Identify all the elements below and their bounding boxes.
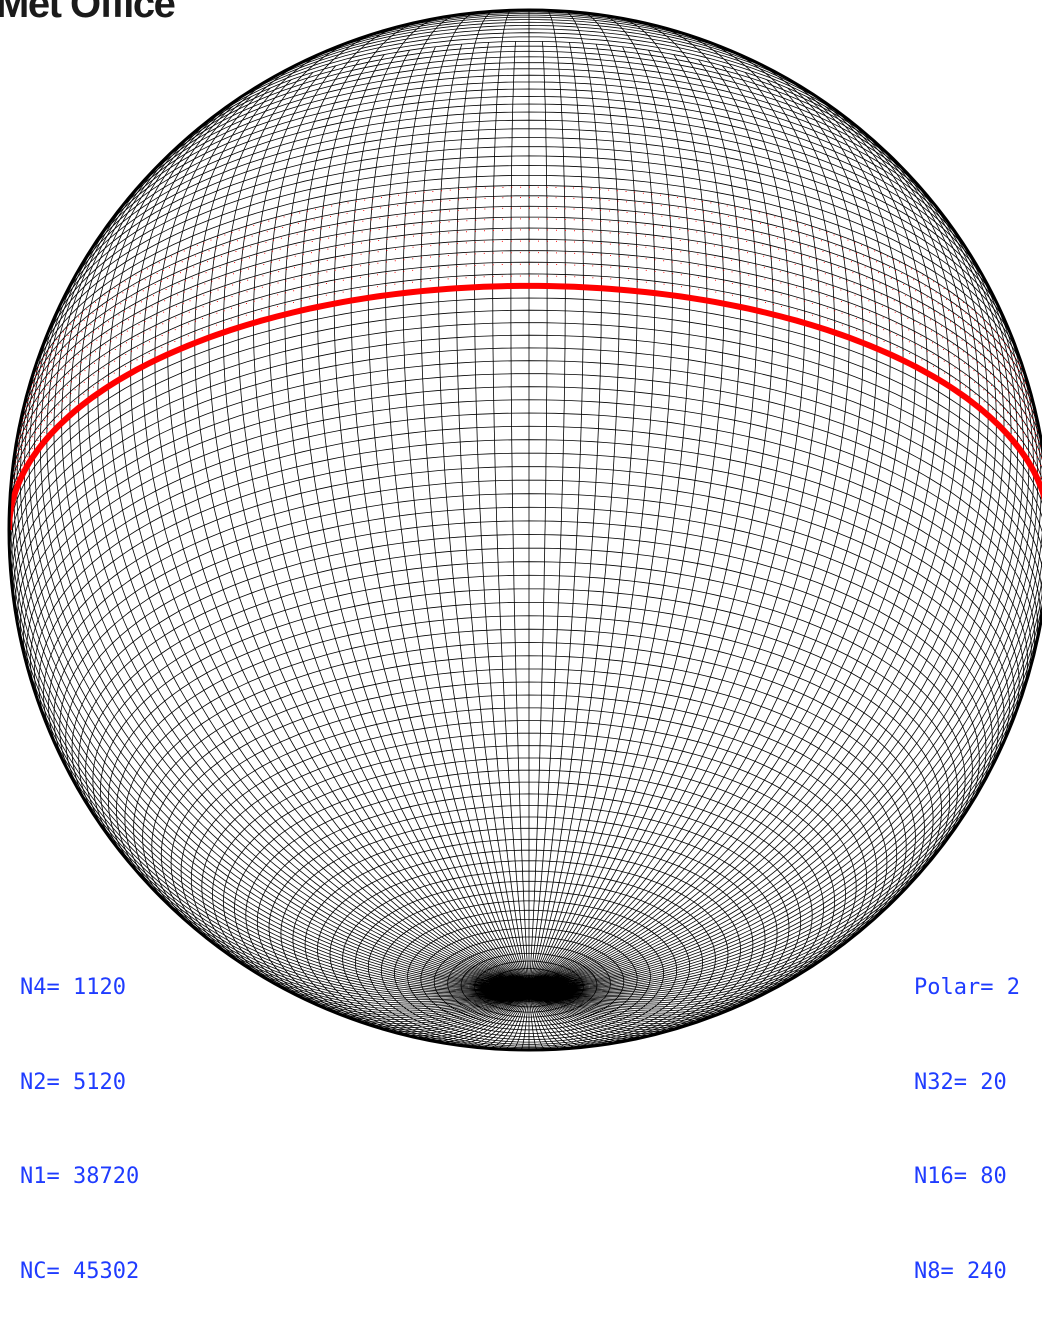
stat-n8: N8= 240 — [914, 1258, 1007, 1284]
stat-n32: N32= 20 — [914, 1069, 1007, 1095]
parallel-lines — [9, 10, 1042, 1050]
stats-panel-right: Polar= 2 N32= 20 N16= 80 N8= 240 — [914, 909, 1020, 1319]
globe-grid-diagram — [7, 8, 1042, 1052]
grid-lines — [9, 10, 1042, 1050]
stats-panel-left: N4= 1120 N2= 5120 N1= 38720 NC= 45302 — [20, 909, 139, 1319]
stat-n1: N1= 38720 — [20, 1164, 140, 1189]
stat-n4: N4= 1120 — [20, 975, 126, 1000]
stat-nc: NC= 45302 — [20, 1258, 140, 1284]
globe-outline — [7, 8, 1042, 1052]
stat-polar: Polar= 2 — [914, 975, 1020, 1000]
stat-n2: N2= 5120 — [20, 1069, 126, 1095]
stat-n16: N16= 80 — [914, 1164, 1007, 1189]
equator-line — [9, 282, 1042, 531]
equator-path — [9, 282, 1042, 531]
met-office-logo: Met Office — [0, 0, 176, 26]
